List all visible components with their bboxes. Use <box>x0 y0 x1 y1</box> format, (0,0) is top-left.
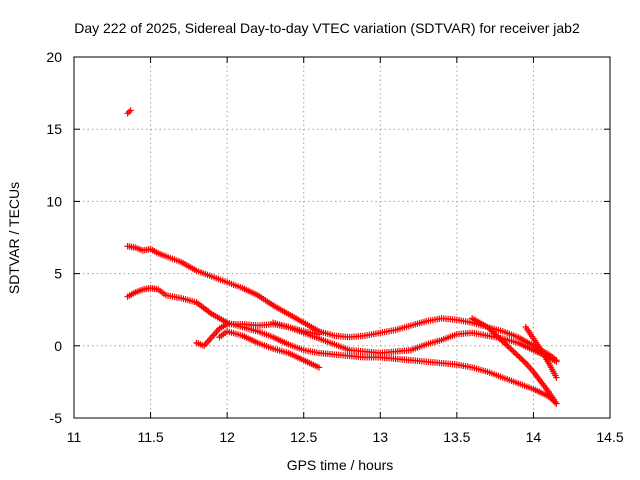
data-point <box>516 354 523 361</box>
data-point <box>501 339 508 347</box>
data-point <box>127 107 134 114</box>
data-point <box>514 352 522 360</box>
x-tick-label: 12 <box>219 429 235 445</box>
data-point <box>553 400 560 407</box>
data-point <box>517 355 525 362</box>
y-tick-label: -5 <box>50 410 63 426</box>
data-point <box>521 358 528 365</box>
x-tick-label: 13 <box>372 429 388 445</box>
data-point <box>519 357 526 364</box>
plot-frame <box>73 56 611 419</box>
y-tick-label: 15 <box>46 121 62 137</box>
data-point <box>499 338 506 345</box>
data-point <box>125 108 133 116</box>
data-point <box>513 351 520 358</box>
x-tick-label: 14 <box>526 429 542 445</box>
data-point <box>124 110 131 117</box>
x-axis-label: GPS time / hours <box>287 457 394 473</box>
data-point <box>485 325 493 332</box>
y-tick-label: 5 <box>54 266 62 282</box>
data-point <box>490 329 497 337</box>
data-point <box>502 341 510 348</box>
data-point <box>498 336 505 344</box>
data-point <box>507 345 514 352</box>
points-layer <box>124 107 560 407</box>
data-point <box>496 335 503 342</box>
y-tick-label: 0 <box>54 338 62 354</box>
x-tick-label: 14.5 <box>596 429 623 445</box>
data-point <box>488 328 496 335</box>
data-point <box>484 323 491 331</box>
data-point <box>511 349 519 357</box>
ticks-layer: 11 11.5 12 12.5 13 13.5 14 14.5 -5 0 5 10 15 20 <box>46 49 623 445</box>
data-point <box>487 326 494 334</box>
x-tick-label: 12.5 <box>290 429 317 445</box>
data-point <box>508 346 516 354</box>
data-point <box>510 348 517 355</box>
data-point <box>315 364 323 371</box>
y-axis-label: SDTVAR / TECUs <box>6 182 22 294</box>
y-tick-label: 20 <box>46 49 62 65</box>
chart-title: Day 222 of 2025, Sidereal Day-to-day VTE… <box>74 20 580 36</box>
data-point <box>495 333 502 341</box>
data-point <box>505 344 513 351</box>
data-point <box>553 358 560 365</box>
data-point <box>491 331 499 338</box>
data-point <box>504 342 511 349</box>
x-tick-label: 13.5 <box>443 429 470 445</box>
data-point <box>553 374 560 381</box>
x-tick-label: 11.5 <box>137 429 163 445</box>
y-tick-label: 10 <box>46 193 62 209</box>
x-tick-label: 11 <box>67 429 82 445</box>
data-point <box>493 332 500 339</box>
